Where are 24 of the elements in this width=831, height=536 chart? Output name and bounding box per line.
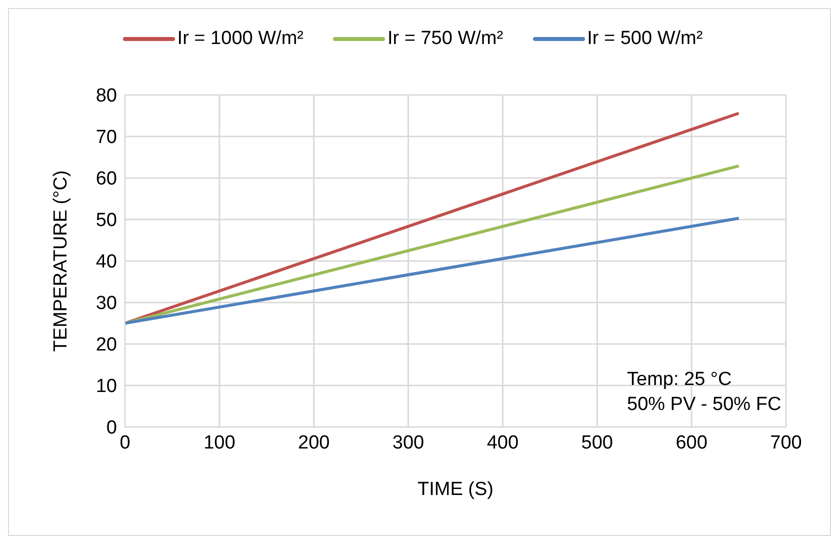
y-axis-title: TEMPERATURE (°C) [50, 170, 72, 352]
y-tick-label: 30 [96, 293, 117, 314]
x-axis-title: TIME (S) [418, 479, 494, 500]
x-tick-label: 100 [204, 432, 236, 454]
x-tick-label: 0 [120, 432, 130, 454]
x-tick-label: 400 [486, 432, 519, 454]
x-tick-label: 200 [298, 432, 330, 454]
legend-label: Ir = 500 W/m² [587, 28, 703, 50]
x-tick-label: 600 [676, 432, 708, 454]
y-tick-label: 0 [106, 418, 117, 439]
y-tick-label: 60 [96, 168, 117, 190]
annotation: Temp: 25 °C [627, 368, 733, 392]
x-tick-label: 300 [392, 432, 424, 454]
x-tick-label: 700 [770, 432, 802, 454]
x-tick-label: 500 [581, 432, 613, 454]
y-tick-label: 70 [96, 127, 117, 148]
legend-label: Ir = 750 W/m² [387, 28, 504, 50]
y-tick-label: 10 [96, 376, 117, 398]
annotation: 50% PV - 50% FC [627, 393, 782, 417]
y-tick-label: 20 [96, 334, 117, 356]
y-tick-label: 80 [96, 86, 117, 107]
y-tick-label: 40 [96, 252, 117, 273]
y-tick-label: 50 [96, 210, 117, 232]
legend-label: Ir = 1000 W/m² [177, 28, 304, 50]
